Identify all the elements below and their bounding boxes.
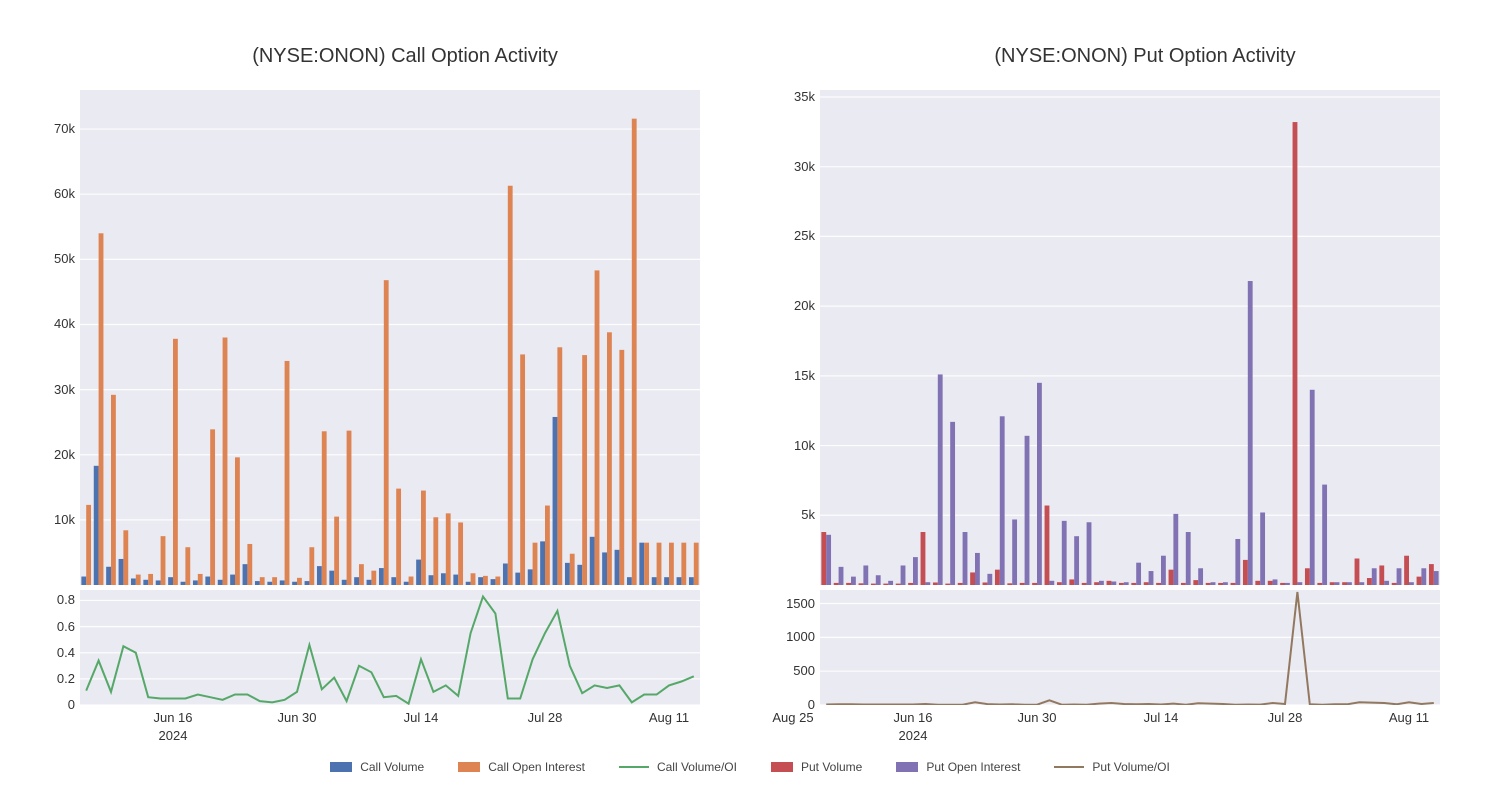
y-tick-label: 0.2 [57, 671, 75, 686]
put-line-y-axis: 050010001500 [775, 590, 817, 705]
figure: (NYSE:ONON) Call Option Activity Jun 16 J… [0, 0, 1500, 800]
legend: Call Volume Call Open Interest Call Volume… [0, 760, 1500, 774]
legend-item: Put Volume/OI [1054, 760, 1169, 774]
legend-item: Call Open Interest [458, 760, 585, 774]
put-title: (NYSE:ONON) Put Option Activity [800, 45, 1490, 68]
legend-label: Call Volume/OI [657, 760, 737, 774]
y-tick-label: 15k [794, 368, 815, 383]
legend-item: Put Open Interest [896, 760, 1020, 774]
x-tick-label: Jun 30 [1009, 710, 1065, 725]
x-tick-label: Jun 16 [885, 710, 941, 725]
y-tick-label: 0.8 [57, 592, 75, 607]
y-tick-label: 40k [54, 316, 75, 331]
x-year-label: 2024 [145, 728, 201, 743]
call-title: (NYSE:ONON) Call Option Activity [60, 45, 750, 68]
x-tick-label: Jun 30 [269, 710, 325, 725]
put-line-chart [820, 590, 1440, 705]
y-tick-label: 30k [794, 159, 815, 174]
call-bar-chart [80, 90, 700, 585]
legend-label: Call Open Interest [488, 760, 585, 774]
y-tick-label: 25k [794, 228, 815, 243]
put-bar-chart [820, 90, 1440, 585]
x-tick-label: Jun 16 [145, 710, 201, 725]
legend-swatch [771, 762, 793, 772]
y-tick-label: 0.6 [57, 619, 75, 634]
y-tick-label: 60k [54, 186, 75, 201]
y-tick-label: 50k [54, 251, 75, 266]
call-bar-y-axis: 10k 20k 30k 40k 50k 60k 70k [35, 90, 77, 585]
legend-label: Put Volume/OI [1092, 760, 1169, 774]
x-tick-label: Jul 14 [393, 710, 449, 725]
y-tick-label: 10k [794, 438, 815, 453]
x-tick-label: Jul 28 [1257, 710, 1313, 725]
y-tick-label: 5k [801, 507, 815, 522]
legend-label: Call Volume [360, 760, 424, 774]
x-tick-label: Aug 25 [765, 710, 821, 725]
put-bar-y-axis: 5k 10k 15k 20k 25k 30k 35k [775, 90, 817, 585]
y-tick-label: 20k [54, 447, 75, 462]
y-tick-label: 20k [794, 298, 815, 313]
y-tick-label: 0 [68, 697, 75, 712]
x-tick-label: Jul 28 [517, 710, 573, 725]
legend-item: Call Volume/OI [619, 760, 737, 774]
y-tick-label: 35k [794, 89, 815, 104]
call-line-y-axis: 00.20.40.60.8 [35, 590, 77, 705]
y-tick-label: 1000 [786, 629, 815, 644]
put-panel: (NYSE:ONON) Put Option Activity [800, 45, 1490, 68]
legend-line-swatch [1054, 762, 1084, 772]
y-tick-label: 1500 [786, 596, 815, 611]
y-tick-label: 30k [54, 382, 75, 397]
y-tick-label: 10k [54, 512, 75, 527]
y-tick-label: 0.4 [57, 645, 75, 660]
legend-label: Put Volume [801, 760, 862, 774]
y-tick-label: 500 [793, 663, 815, 678]
legend-line-swatch [619, 762, 649, 772]
x-tick-label: Aug 11 [641, 710, 697, 725]
y-tick-label: 0 [808, 697, 815, 712]
legend-swatch [458, 762, 480, 772]
legend-swatch [896, 762, 918, 772]
call-x-axis: Jun 16Jun 30Jul 14Jul 28Aug 11Aug 252024 [80, 708, 700, 748]
legend-swatch [330, 762, 352, 772]
x-year-label: 2024 [885, 728, 941, 743]
y-tick-label: 70k [54, 121, 75, 136]
legend-item: Call Volume [330, 760, 424, 774]
put-x-axis: Jun 16Jun 30Jul 14Jul 28Aug 11Aug 252024 [820, 708, 1440, 748]
x-tick-label: Jul 14 [1133, 710, 1189, 725]
legend-label: Put Open Interest [926, 760, 1020, 774]
x-tick-label: Aug 11 [1381, 710, 1437, 725]
legend-item: Put Volume [771, 760, 862, 774]
call-line-chart [80, 590, 700, 705]
call-panel: (NYSE:ONON) Call Option Activity [60, 45, 750, 68]
